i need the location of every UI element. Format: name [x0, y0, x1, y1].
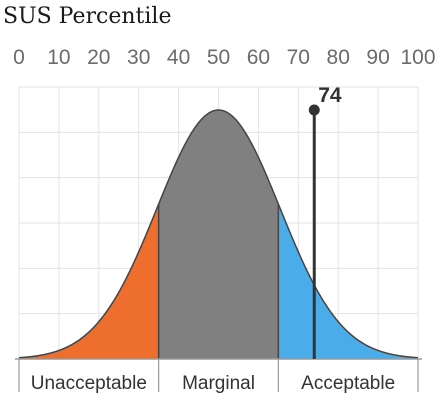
x-tick-label: 100: [400, 46, 435, 69]
zone-areas: [19, 110, 418, 359]
zone-labels: Unacceptable Marginal Acceptable: [18, 359, 419, 394]
zone-area: [278, 204, 418, 359]
x-tick-label: 50: [207, 46, 230, 69]
x-tick-label: 80: [327, 46, 350, 69]
distribution-curve: [18, 109, 419, 359]
chart-title: SUS Percentile: [3, 4, 172, 29]
zone-area: [19, 204, 159, 359]
marker-dot: [308, 104, 320, 116]
zone-dividers: [157, 204, 280, 359]
x-tick-label: 0: [13, 46, 25, 69]
x-tick-label: 70: [287, 46, 310, 69]
zone-label: Unacceptable: [31, 373, 147, 394]
x-tick-label: 30: [127, 46, 150, 69]
zone-label: Marginal: [182, 373, 255, 394]
x-tick-label: 40: [167, 46, 190, 69]
zone-label: Acceptable: [301, 373, 395, 394]
x-tick-label: 20: [87, 46, 110, 69]
x-tick-labels: 0 10 20 30 40 50 60 70 80 90 100: [13, 46, 435, 69]
x-tick-label: 90: [366, 46, 389, 69]
x-tick-label: 60: [247, 46, 270, 69]
x-tick-label: 10: [47, 46, 70, 69]
zone-area: [158, 110, 279, 359]
marker-label: 74: [318, 84, 342, 107]
